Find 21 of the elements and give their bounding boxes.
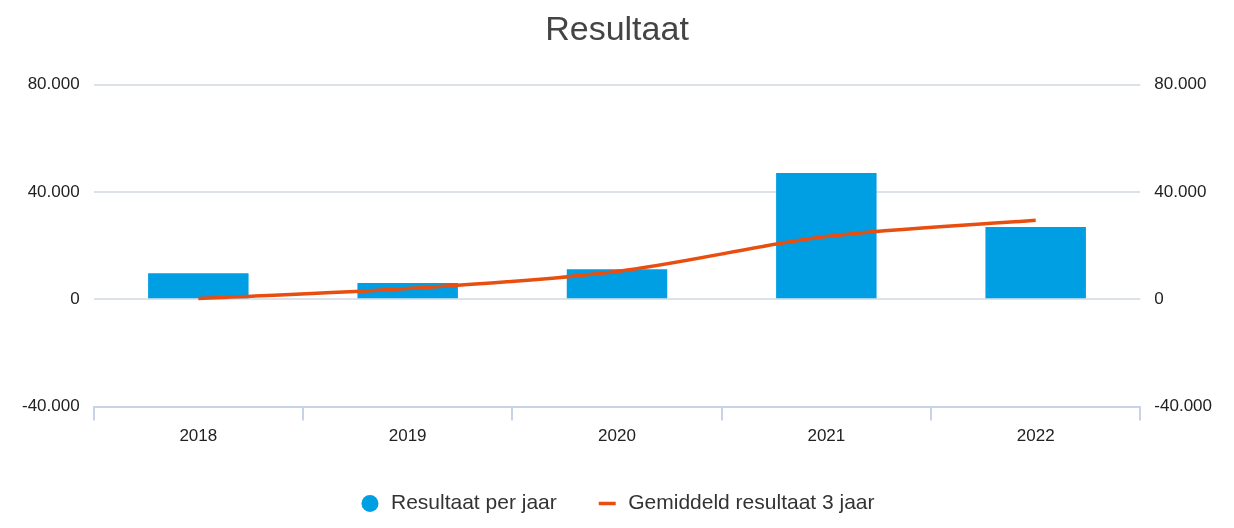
bar: [566, 269, 668, 299]
bar: [985, 226, 1086, 299]
bar: [148, 273, 249, 299]
y-tick-label: -40.000: [21, 396, 80, 416]
x-tick-label: 2021: [807, 426, 846, 446]
y2-tick-label: 0: [1154, 289, 1164, 309]
line-series: [196, 218, 1038, 301]
y-tick-label: 80.000: [27, 74, 80, 94]
x-tick-label: 2022: [1016, 426, 1055, 446]
y2-tick-label: 40.000: [1154, 181, 1207, 201]
x-tick-label: 2020: [598, 426, 636, 446]
legend-label: Resultaat per jaar: [390, 490, 557, 514]
bar: [776, 173, 877, 299]
y-tick-label: 0: [70, 289, 80, 309]
y-tick-label: 40.000: [27, 181, 80, 201]
x-tick-label: 2018: [179, 426, 218, 446]
x-tick-label: 2019: [388, 426, 427, 446]
y2-tick-label: -40.000: [1154, 396, 1213, 416]
y2-tick-label: 80.000: [1154, 74, 1207, 94]
legend-label: Gemiddeld resultaat 3 jaar: [628, 490, 875, 514]
chart-title: Resultaat: [545, 8, 690, 47]
